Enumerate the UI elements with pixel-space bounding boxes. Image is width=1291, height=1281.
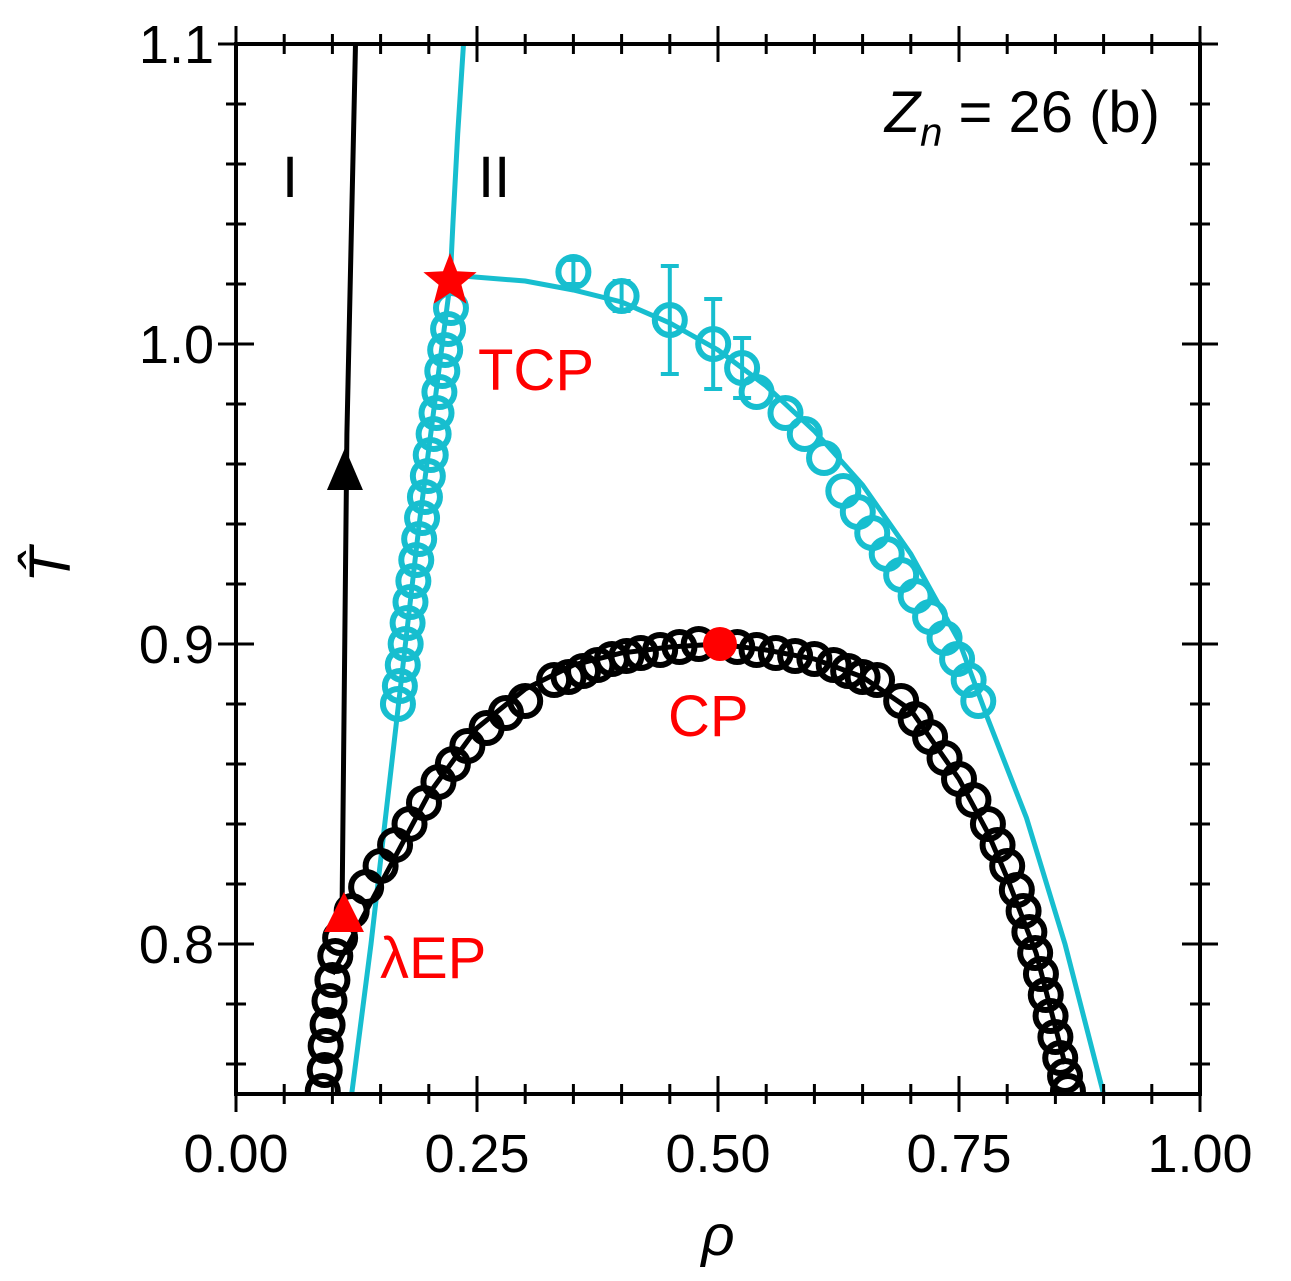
black-point-19 <box>507 683 544 719</box>
black-point-54 <box>1032 998 1069 1034</box>
cyan-point-2 <box>384 647 421 683</box>
x-tick-label: 1.00 <box>1147 1124 1252 1184</box>
x-axis-label: ρ <box>699 1203 734 1268</box>
x-tick-label: 0.75 <box>906 1124 1011 1184</box>
cyan-point-1 <box>381 668 418 704</box>
plot-area <box>304 44 1107 1094</box>
black-point-33 <box>777 638 814 674</box>
errorbar-point-2 <box>651 302 688 338</box>
arrow-head <box>326 448 363 490</box>
black-point-56 <box>1042 1040 1079 1076</box>
fit-curve-2 <box>449 272 1107 1094</box>
y-tick-label: 1.1 <box>139 15 214 75</box>
black-point-45 <box>969 806 1006 842</box>
y-tick-label: 1.0 <box>139 315 214 375</box>
cyan-point-4 <box>389 605 426 641</box>
cyan-point-5 <box>392 584 429 620</box>
black-point-34 <box>796 641 833 677</box>
cyan-point-3 <box>387 626 424 662</box>
special-point-label-2: λEP <box>380 926 486 991</box>
cyan-point-29 <box>950 662 987 698</box>
black-point-16 <box>449 728 486 764</box>
axes-layer: 0.00 0.25 0.50 0.75 1.00 0.8 0.9 1.0 1.1 <box>139 15 1253 1184</box>
x-tick-label: 0.00 <box>183 1124 288 1184</box>
cyan-point-14 <box>418 395 455 431</box>
black-point-31 <box>738 632 775 668</box>
black-point-49 <box>1005 893 1042 929</box>
errorbar-point-3 <box>695 326 732 362</box>
label-layer: ρ T̂ Zn = 26 (b) <box>18 80 1160 1268</box>
black-point-38 <box>859 662 896 698</box>
errorbar-point-4 <box>724 350 761 386</box>
black-point-0 <box>304 1073 341 1094</box>
cyan-point-30 <box>960 683 997 719</box>
cyan-point-8 <box>401 521 438 557</box>
cyan-point-12 <box>412 437 449 473</box>
black-point-46 <box>979 827 1016 863</box>
special-point-label-0: TCP <box>478 338 594 403</box>
cyan-point-11 <box>409 458 446 494</box>
lambda-ep-marker <box>323 892 364 932</box>
cyan-point-32 <box>767 395 804 431</box>
fit-curve-0 <box>339 44 358 915</box>
black-point-26 <box>622 635 659 671</box>
black-point-48 <box>998 872 1035 908</box>
black-point-4 <box>311 983 348 1019</box>
black-point-5 <box>314 962 351 998</box>
region-label-0: I <box>282 145 298 210</box>
special-point-label-1: CP <box>668 684 749 749</box>
cyan-point-34 <box>806 440 843 476</box>
black-point-53 <box>1027 977 1064 1013</box>
y-axis-label: T̂ <box>18 544 83 583</box>
cyan-point-16 <box>424 353 461 389</box>
y-tick-label: 0.8 <box>139 915 214 975</box>
black-point-51 <box>1017 935 1054 971</box>
cyan-point-15 <box>421 374 458 410</box>
black-point-58 <box>1049 1073 1086 1094</box>
black-point-55 <box>1037 1019 1074 1055</box>
cyan-point-13 <box>415 416 452 452</box>
tcp-star-marker <box>423 253 477 304</box>
black-point-25 <box>608 638 645 674</box>
cyan-point-0 <box>379 686 416 722</box>
black-point-32 <box>757 635 794 671</box>
cyan-point-7 <box>398 542 435 578</box>
black-point-28 <box>661 629 698 665</box>
fit-curve-1 <box>349 44 466 1094</box>
black-point-27 <box>642 632 679 668</box>
black-point-50 <box>1011 914 1048 950</box>
y-tick-label: 0.9 <box>139 615 214 675</box>
panel-label: Zn = 26 (b) <box>883 80 1160 155</box>
black-point-6 <box>317 938 354 974</box>
region-label-1: II <box>478 145 510 210</box>
cyan-point-18 <box>430 311 467 347</box>
cyan-point-6 <box>395 563 432 599</box>
black-point-37 <box>844 659 881 695</box>
x-tick-label: 0.50 <box>665 1124 770 1184</box>
black-point-52 <box>1022 956 1059 992</box>
black-point-3 <box>309 1007 346 1043</box>
cyan-point-17 <box>427 332 464 368</box>
x-tick-label: 0.25 <box>424 1124 529 1184</box>
cp-marker <box>702 627 737 661</box>
cyan-point-9 <box>404 500 441 536</box>
black-point-2 <box>307 1028 344 1064</box>
errorbar-point-0 <box>555 254 592 290</box>
black-point-57 <box>1047 1058 1084 1094</box>
errorbar-point-1 <box>603 278 640 314</box>
cyan-point-10 <box>406 479 443 515</box>
cyan-point-33 <box>786 416 823 452</box>
black-point-1 <box>306 1052 343 1088</box>
